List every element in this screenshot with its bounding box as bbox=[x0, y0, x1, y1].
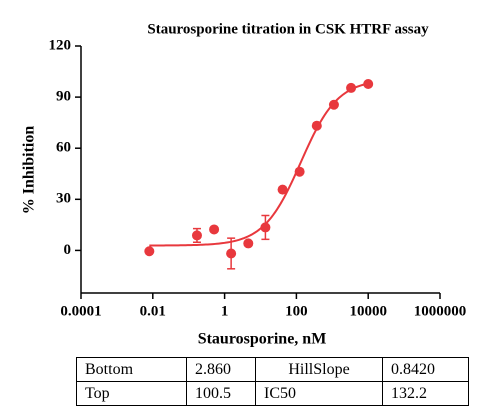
point bbox=[311, 120, 322, 131]
point bbox=[277, 184, 288, 195]
point bbox=[226, 248, 237, 259]
point bbox=[191, 230, 202, 241]
point bbox=[328, 99, 339, 110]
x-axis-title: Staurosporine, nM bbox=[198, 331, 327, 348]
point bbox=[294, 166, 305, 177]
point bbox=[346, 82, 357, 93]
cell: 0.8420 bbox=[382, 357, 469, 382]
point bbox=[144, 246, 155, 257]
point bbox=[209, 224, 220, 235]
point bbox=[363, 78, 374, 89]
y-tick-label: 30 bbox=[56, 191, 71, 207]
y-axis-title: % Inhibition bbox=[21, 126, 38, 215]
cell: IC50 bbox=[255, 381, 383, 406]
x-tick-label: 0.0001 bbox=[60, 303, 101, 319]
cell: 132.2 bbox=[382, 381, 469, 406]
x-tick-label: 1 bbox=[221, 303, 229, 319]
table-row: Bottom 2.860 HillSlope 0.8420 bbox=[76, 357, 469, 382]
chart-title: Staurosporine titration in CSK HTRF assa… bbox=[147, 21, 429, 37]
chart: Staurosporine titration in CSK HTRF assa… bbox=[21, 21, 467, 348]
x-tick-label: 1000000 bbox=[414, 303, 467, 319]
x-tick-label: 0.01 bbox=[140, 303, 166, 319]
x-tick-label: 10000 bbox=[349, 303, 387, 319]
cell: HillSlope bbox=[255, 357, 383, 382]
x-tick-label: 100 bbox=[285, 303, 308, 319]
cell: 2.860 bbox=[186, 357, 256, 382]
y-tick-label: 0 bbox=[64, 242, 72, 258]
cell: Top bbox=[76, 381, 187, 406]
y-tick-label: 120 bbox=[49, 37, 72, 53]
point bbox=[243, 238, 254, 249]
table-row: Top 100.5 IC50 132.2 bbox=[76, 381, 469, 406]
fit-table: Bottom 2.860 HillSlope 0.8420 Top 100.5 … bbox=[76, 357, 469, 406]
cell: 100.5 bbox=[186, 381, 256, 406]
y-tick-label: 60 bbox=[56, 140, 71, 156]
point bbox=[260, 222, 271, 233]
cell: Bottom bbox=[76, 357, 187, 382]
y-tick-label: 90 bbox=[56, 89, 71, 105]
